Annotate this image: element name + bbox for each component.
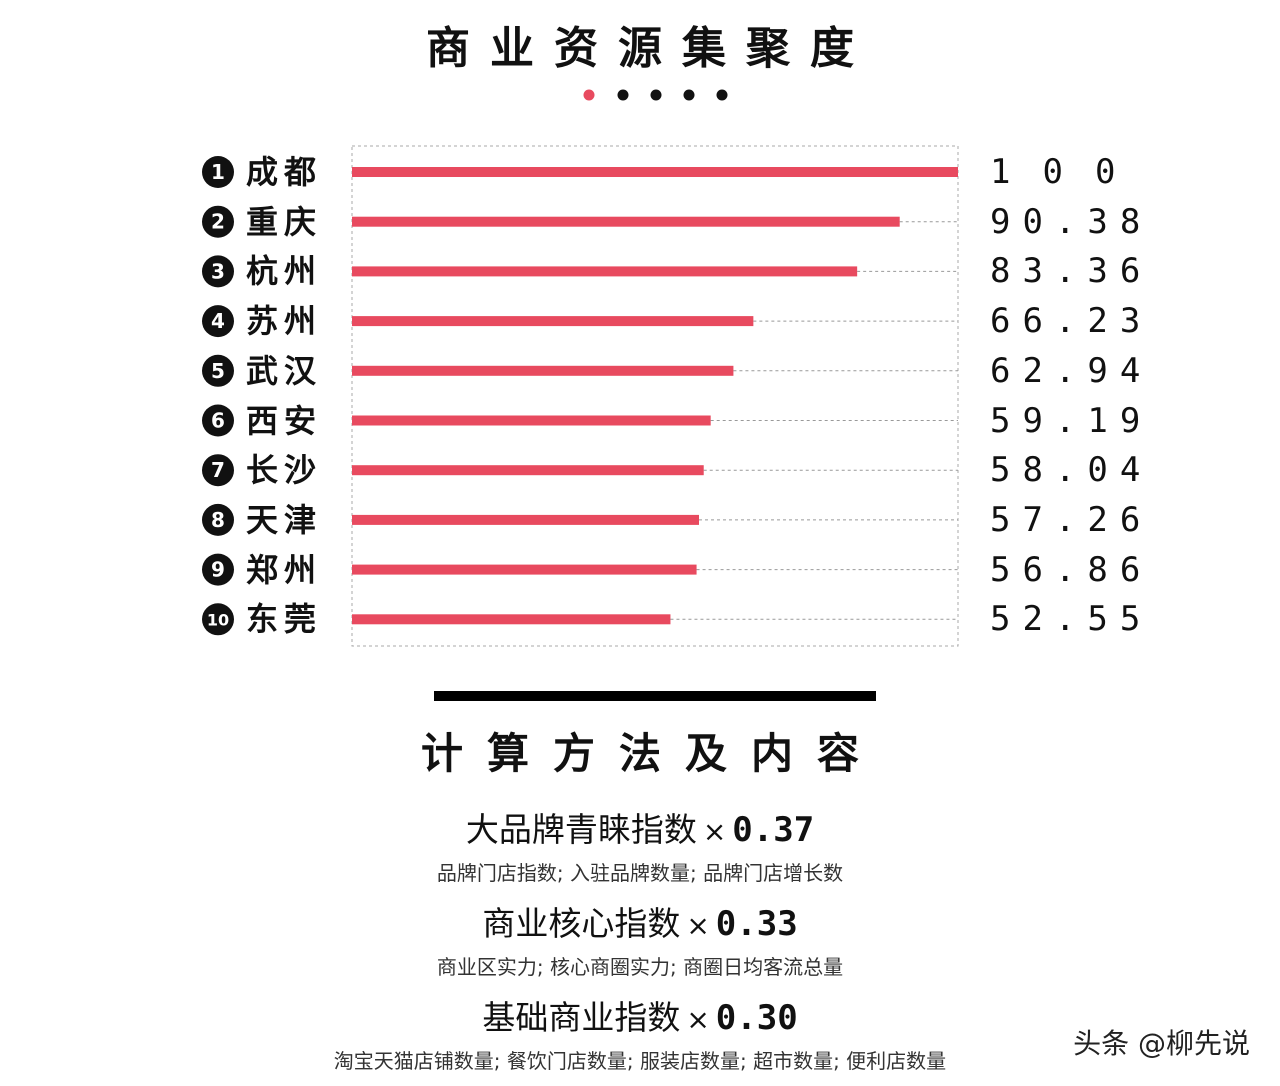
bar-2 <box>352 216 900 227</box>
bar-3 <box>352 266 858 277</box>
formula-name: 大品牌青睐指数 <box>465 810 697 849</box>
bar-1 <box>352 167 958 177</box>
value-label: 100 <box>990 152 1148 192</box>
value-label: 56.86 <box>990 549 1153 590</box>
city-label: 西安 <box>246 401 323 440</box>
formula-brand-desc: 品牌门店指数; 入驻品牌数量; 品牌门店增长数 <box>436 861 844 885</box>
formula-weight: 0.30 <box>715 998 798 1038</box>
rank-badge <box>202 255 234 288</box>
rank-number: 6 <box>211 409 225 433</box>
value-label: 59.19 <box>990 400 1153 441</box>
pagination-dot-active <box>583 89 595 101</box>
pagination-dot <box>716 89 728 101</box>
value-label: 62.94 <box>990 350 1153 391</box>
watermark: 头条 @柳先说 <box>1073 1027 1250 1060</box>
value-label: 83.36 <box>990 251 1153 292</box>
formula-name: 商业核心指数 <box>482 904 681 943</box>
bar-10 <box>352 614 671 625</box>
formula-basic-desc: 淘宝天猫店铺数量; 餐饮门店数量; 服装店数量; 超市数量; 便利店数量 <box>333 1049 947 1073</box>
formula-weight: 0.33 <box>715 904 798 944</box>
rank-number: 5 <box>211 359 225 383</box>
section-divider <box>434 691 876 701</box>
value-label: 52.55 <box>990 599 1153 640</box>
value-label: 66.23 <box>990 301 1153 342</box>
value-label: 90.38 <box>990 201 1153 242</box>
times-symbol: × <box>686 1003 710 1036</box>
rank-badge <box>202 553 234 586</box>
rank-number: 4 <box>211 309 225 333</box>
city-label: 长沙 <box>246 451 323 490</box>
rank-badge <box>202 603 234 636</box>
rank-number: 7 <box>211 458 225 482</box>
formula-brand: 大品牌青睐指数 × 0.37 <box>0 808 1280 854</box>
rank-number: 9 <box>211 558 225 582</box>
bar-4 <box>352 316 754 327</box>
formula-core-desc: 商业区实力; 核心商圈实力; 商圈日均客流总量 <box>436 955 844 979</box>
rank-number: 2 <box>211 210 225 234</box>
rank-badge <box>202 404 234 437</box>
formula-weight: 0.37 <box>732 810 815 850</box>
pagination-dot <box>617 89 629 101</box>
pagination-dot <box>683 89 695 101</box>
pagination-dots <box>583 89 728 101</box>
city-label: 郑州 <box>246 550 323 589</box>
pagination-dot <box>650 89 662 101</box>
value-label: 57.26 <box>990 499 1153 540</box>
times-symbol: × <box>702 815 727 848</box>
rank-badge <box>202 503 234 536</box>
city-label: 苏州 <box>246 302 323 341</box>
rank-number: 10 <box>207 610 229 629</box>
bar-8 <box>352 514 699 525</box>
bar-chart: 1 2 3 4 5 6 7 8 9 10 <box>202 145 959 647</box>
rank-badge <box>202 156 234 188</box>
rank-badge <box>202 454 234 487</box>
rank-number: 1 <box>211 160 225 184</box>
city-label: 东莞 <box>246 600 323 639</box>
city-label: 成都 <box>246 153 323 191</box>
bar-7 <box>352 465 704 476</box>
bar-9 <box>352 564 697 575</box>
rank-badge <box>202 305 234 338</box>
method-title: 计算方法及内容 <box>420 729 883 778</box>
city-label: 杭州 <box>246 252 323 291</box>
bar-6 <box>352 415 711 426</box>
formula-core: 商业核心指数 × 0.33 <box>0 902 1280 948</box>
times-symbol: × <box>686 909 710 942</box>
city-label: 武汉 <box>246 351 323 390</box>
bar-5 <box>352 365 734 376</box>
rank-badge <box>202 354 234 387</box>
formula-name: 基础商业指数 <box>482 998 681 1037</box>
plot-frame <box>351 145 959 647</box>
value-label: 58.04 <box>990 450 1153 491</box>
rank-badge <box>202 205 234 238</box>
city-label: 天津 <box>246 500 323 539</box>
chart-title: 商业资源集聚度 <box>426 23 874 74</box>
rank-number: 8 <box>211 508 225 532</box>
city-label: 重庆 <box>246 202 323 241</box>
rank-number: 3 <box>211 259 225 283</box>
formula-basic: 基础商业指数 × 0.30 <box>0 996 1280 1042</box>
